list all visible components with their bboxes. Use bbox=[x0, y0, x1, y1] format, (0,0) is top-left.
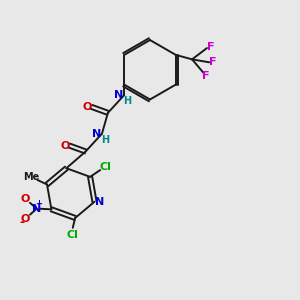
Text: F: F bbox=[207, 42, 214, 52]
Text: N: N bbox=[114, 90, 124, 100]
Text: O: O bbox=[21, 194, 30, 204]
Text: H: H bbox=[123, 96, 131, 106]
Text: H: H bbox=[101, 135, 110, 145]
Text: O: O bbox=[82, 102, 92, 112]
Text: N: N bbox=[95, 197, 104, 207]
Text: +: + bbox=[35, 199, 42, 208]
Text: Cl: Cl bbox=[100, 162, 112, 172]
Text: -: - bbox=[19, 216, 24, 229]
Text: O: O bbox=[21, 214, 30, 224]
Text: F: F bbox=[209, 57, 217, 67]
Text: Me: Me bbox=[23, 172, 39, 182]
Text: O: O bbox=[60, 140, 70, 151]
Text: N: N bbox=[32, 204, 41, 214]
Text: Cl: Cl bbox=[66, 230, 78, 240]
Text: N: N bbox=[92, 129, 101, 139]
Text: F: F bbox=[202, 71, 209, 81]
